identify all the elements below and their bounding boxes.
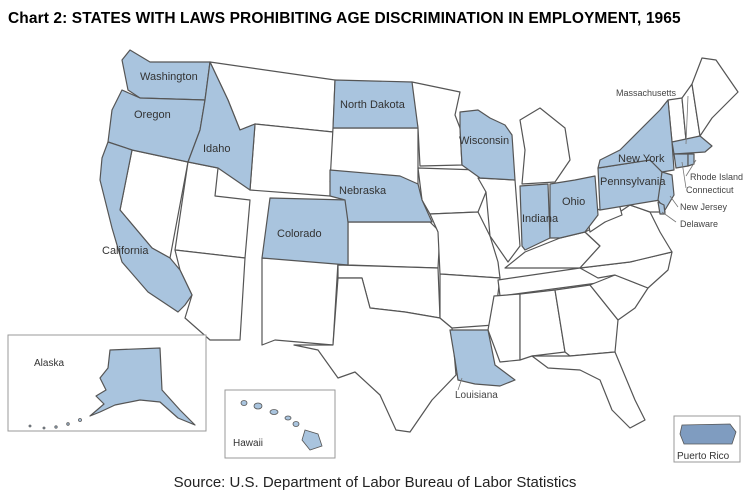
state-idaho <box>187 61 256 191</box>
state-new-mexico <box>261 257 339 346</box>
label-colorado: Colorado <box>277 228 322 240</box>
label-new-jersey: New Jersey <box>680 202 728 212</box>
label-alaska: Alaska <box>34 358 64 369</box>
label-idaho: Idaho <box>203 143 231 155</box>
label-ohio: Ohio <box>562 196 585 208</box>
label-connecticut: Connecticut <box>686 185 734 195</box>
state-south-carolina <box>589 274 649 321</box>
label-california: California <box>102 245 149 257</box>
source-note: Source: U.S. Department of Labor Bureau … <box>173 474 577 491</box>
state-minnesota <box>411 81 463 167</box>
state-ohio <box>549 175 599 239</box>
state-mississippi <box>487 293 521 363</box>
state-missouri <box>429 211 501 279</box>
state-hawaii <box>240 400 323 451</box>
alaska-islands <box>28 418 82 430</box>
state-louisiana <box>449 329 516 387</box>
chart-title: Chart 2: STATES WITH LAWS PROHIBITING AG… <box>8 10 681 27</box>
label-pennsylvania: Pennsylvania <box>600 176 666 188</box>
state-arkansas <box>439 273 501 329</box>
state-alaska <box>89 347 196 426</box>
state-maine <box>691 57 739 137</box>
state-rhode-island <box>687 153 695 167</box>
state-michigan <box>519 107 571 185</box>
label-washington: Washington <box>140 71 198 83</box>
label-oregon: Oregon <box>134 109 171 121</box>
state-california <box>99 141 193 313</box>
label-rhode-island: Rhode Island <box>690 172 743 182</box>
state-massachusetts <box>671 135 713 155</box>
label-puerto-rico: Puerto Rico <box>677 451 730 462</box>
label-massachusetts: Massachusetts <box>616 88 677 98</box>
state-indiana <box>519 183 551 251</box>
label-hawaii: Hawaii <box>233 438 263 449</box>
label-north-dakota: North Dakota <box>340 99 406 111</box>
state-texas <box>293 277 457 433</box>
state-colorado <box>261 197 349 266</box>
territory-puerto-rico <box>679 423 737 445</box>
state-alabama <box>519 289 566 361</box>
label-louisiana: Louisiana <box>455 390 498 401</box>
label-nebraska: Nebraska <box>339 185 387 197</box>
label-new-york: New York <box>618 153 665 165</box>
state-nebraska <box>329 169 433 223</box>
state-wisconsin <box>459 109 516 181</box>
label-indiana: Indiana <box>522 213 559 225</box>
state-kansas <box>347 221 441 269</box>
state-wyoming <box>249 123 334 197</box>
state-north-dakota <box>332 79 419 129</box>
leader-lines <box>457 95 697 391</box>
label-delaware: Delaware <box>680 219 718 229</box>
label-wisconsin: Wisconsin <box>459 135 509 147</box>
state-florida <box>531 351 646 429</box>
state-new-jersey <box>657 171 675 211</box>
state-connecticut <box>673 153 689 169</box>
